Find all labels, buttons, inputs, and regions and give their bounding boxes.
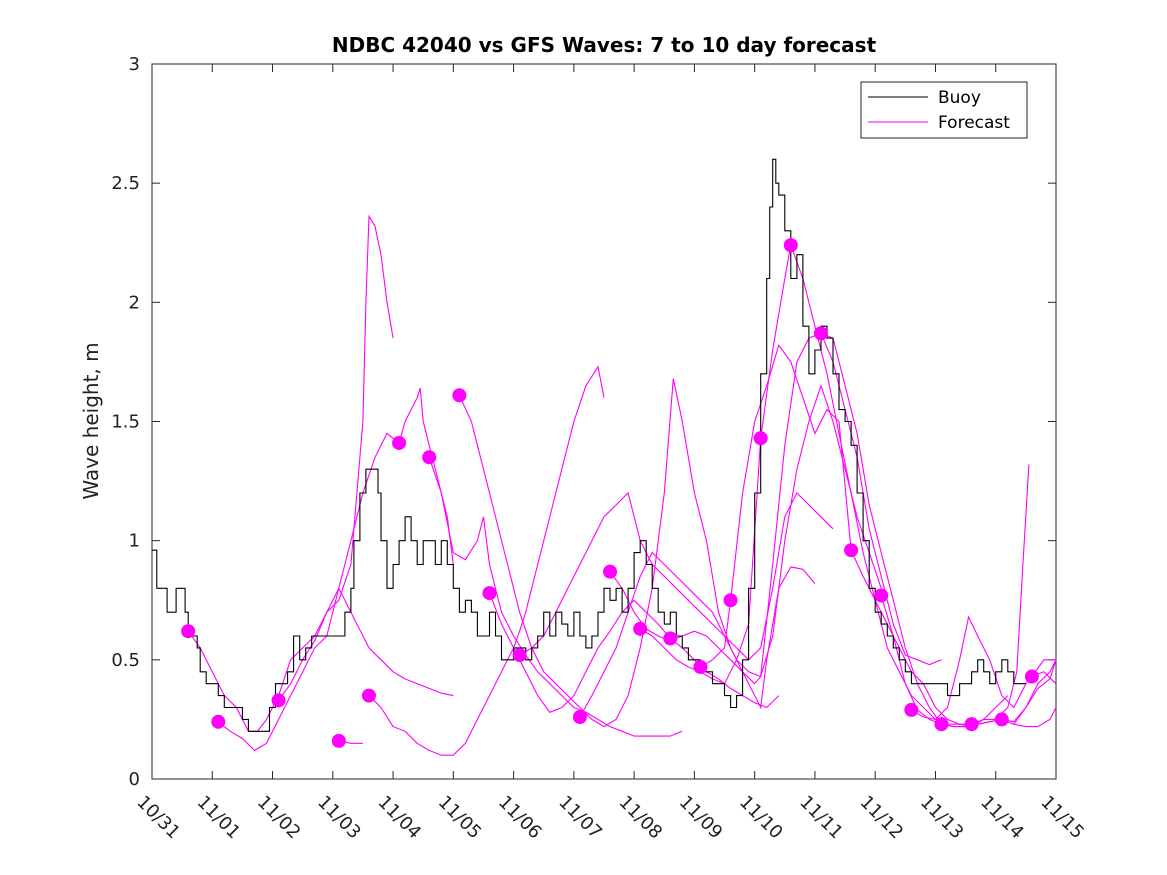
forecast-start-marker	[904, 702, 919, 717]
forecast-start-marker	[994, 712, 1009, 727]
forecast-start-marker	[783, 238, 798, 253]
forecast-start-marker	[572, 710, 587, 725]
y-axis-label: Wave height, m	[79, 342, 103, 499]
forecast-start-marker	[211, 714, 226, 729]
forecast-start-marker	[844, 543, 859, 558]
forecast-start-marker	[512, 648, 527, 663]
forecast-start-marker	[1024, 669, 1039, 684]
legend-buoy-label: Buoy	[938, 88, 981, 108]
legend-forecast-label: Forecast	[938, 113, 1010, 133]
forecast-start-marker	[603, 564, 618, 579]
forecast-start-marker	[361, 688, 376, 703]
y-tick-label: 2	[129, 292, 140, 313]
legend: Buoy Forecast	[860, 81, 1028, 139]
forecast-line	[278, 587, 454, 701]
forecast-start-marker	[874, 588, 889, 603]
forecast-line	[488, 592, 780, 713]
legend-box	[860, 81, 1028, 139]
forecast-start-marker	[663, 631, 678, 646]
y-tick-label: 3	[129, 54, 140, 75]
y-tick-label: 0	[129, 769, 140, 790]
y-tick-label: 1	[129, 531, 140, 552]
forecast-line	[458, 378, 816, 728]
forecast-start-marker	[271, 693, 286, 708]
y-tick-label: 0.5	[111, 650, 140, 671]
forecast-line	[971, 464, 1030, 725]
forecast-start-marker	[633, 621, 648, 636]
forecast-line	[368, 365, 605, 756]
y-axis: 0 0.5 1 1.5 2 2.5 3	[111, 54, 1056, 790]
marker-layer	[181, 238, 1039, 748]
forecast-start-marker	[181, 624, 196, 639]
forecast-line	[428, 457, 683, 737]
forecast-line	[579, 384, 882, 718]
buoy-line	[152, 158, 1026, 732]
y-tick-label: 2.5	[111, 173, 140, 194]
forecast-start-marker	[723, 593, 738, 608]
forecast-start-marker	[482, 586, 497, 601]
chart-title: NDBC 42040 vs GFS Waves: 7 to 10 day for…	[332, 33, 877, 57]
forecast-start-marker	[753, 431, 768, 446]
forecast-start-marker	[934, 717, 949, 732]
forecast-start-marker	[331, 733, 346, 748]
forecast-start-marker	[422, 450, 437, 465]
forecast-line	[519, 491, 834, 661]
forecast-start-marker	[964, 717, 979, 732]
forecast-start-marker	[813, 326, 828, 341]
forecast-start-marker	[452, 388, 467, 403]
forecast-start-marker	[693, 659, 708, 674]
forecast-line	[1001, 707, 1057, 728]
y-tick-label: 1.5	[111, 412, 140, 433]
forecast-start-marker	[392, 435, 407, 450]
